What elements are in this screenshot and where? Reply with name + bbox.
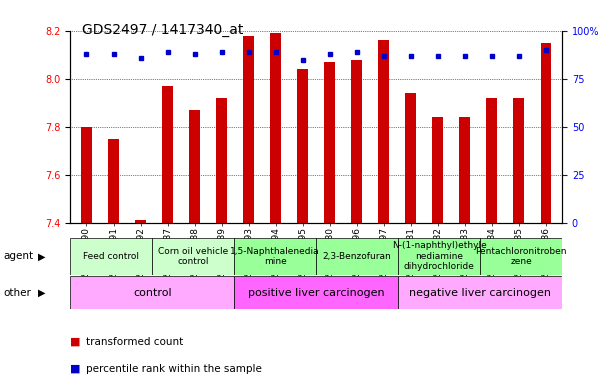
Text: ▶: ▶ xyxy=(38,251,46,262)
Bar xyxy=(433,117,443,223)
Bar xyxy=(152,238,234,275)
Text: agent: agent xyxy=(3,251,33,262)
Bar xyxy=(234,276,398,309)
Text: Feed control: Feed control xyxy=(83,252,139,261)
Text: ■: ■ xyxy=(70,364,81,374)
Bar xyxy=(135,220,146,223)
Text: 2,3-Benzofuran: 2,3-Benzofuran xyxy=(323,252,392,261)
Bar xyxy=(513,98,524,223)
Bar xyxy=(234,238,316,275)
Bar xyxy=(480,238,562,275)
Bar xyxy=(378,40,389,223)
Bar xyxy=(398,238,480,275)
Bar xyxy=(162,86,173,223)
Text: ▶: ▶ xyxy=(38,288,46,298)
Bar xyxy=(243,35,254,223)
Text: N-(1-naphthyl)ethyle
nediamine
dihydrochloride: N-(1-naphthyl)ethyle nediamine dihydroch… xyxy=(392,242,486,271)
Bar xyxy=(351,60,362,223)
Bar xyxy=(270,33,281,223)
Text: ■: ■ xyxy=(70,337,81,347)
Bar xyxy=(81,127,92,223)
Bar xyxy=(298,69,308,223)
Bar xyxy=(541,43,551,223)
Bar xyxy=(324,62,335,223)
Text: GDS2497 / 1417340_at: GDS2497 / 1417340_at xyxy=(82,23,244,37)
Text: negative liver carcinogen: negative liver carcinogen xyxy=(409,288,551,298)
Text: control: control xyxy=(133,288,172,298)
Text: transformed count: transformed count xyxy=(86,337,183,347)
Bar xyxy=(398,276,562,309)
Bar xyxy=(216,98,227,223)
Bar xyxy=(459,117,470,223)
Text: positive liver carcinogen: positive liver carcinogen xyxy=(248,288,384,298)
Bar xyxy=(405,93,416,223)
Text: Corn oil vehicle
control: Corn oil vehicle control xyxy=(158,247,229,266)
Text: other: other xyxy=(3,288,31,298)
Text: Pentachloronitroben
zene: Pentachloronitroben zene xyxy=(475,247,567,266)
Bar xyxy=(486,98,497,223)
Bar xyxy=(316,238,398,275)
Text: 1,5-Naphthalenedia
mine: 1,5-Naphthalenedia mine xyxy=(230,247,320,266)
Bar xyxy=(108,139,119,223)
Bar xyxy=(70,276,234,309)
Bar xyxy=(70,238,152,275)
Bar xyxy=(189,110,200,223)
Text: percentile rank within the sample: percentile rank within the sample xyxy=(86,364,262,374)
